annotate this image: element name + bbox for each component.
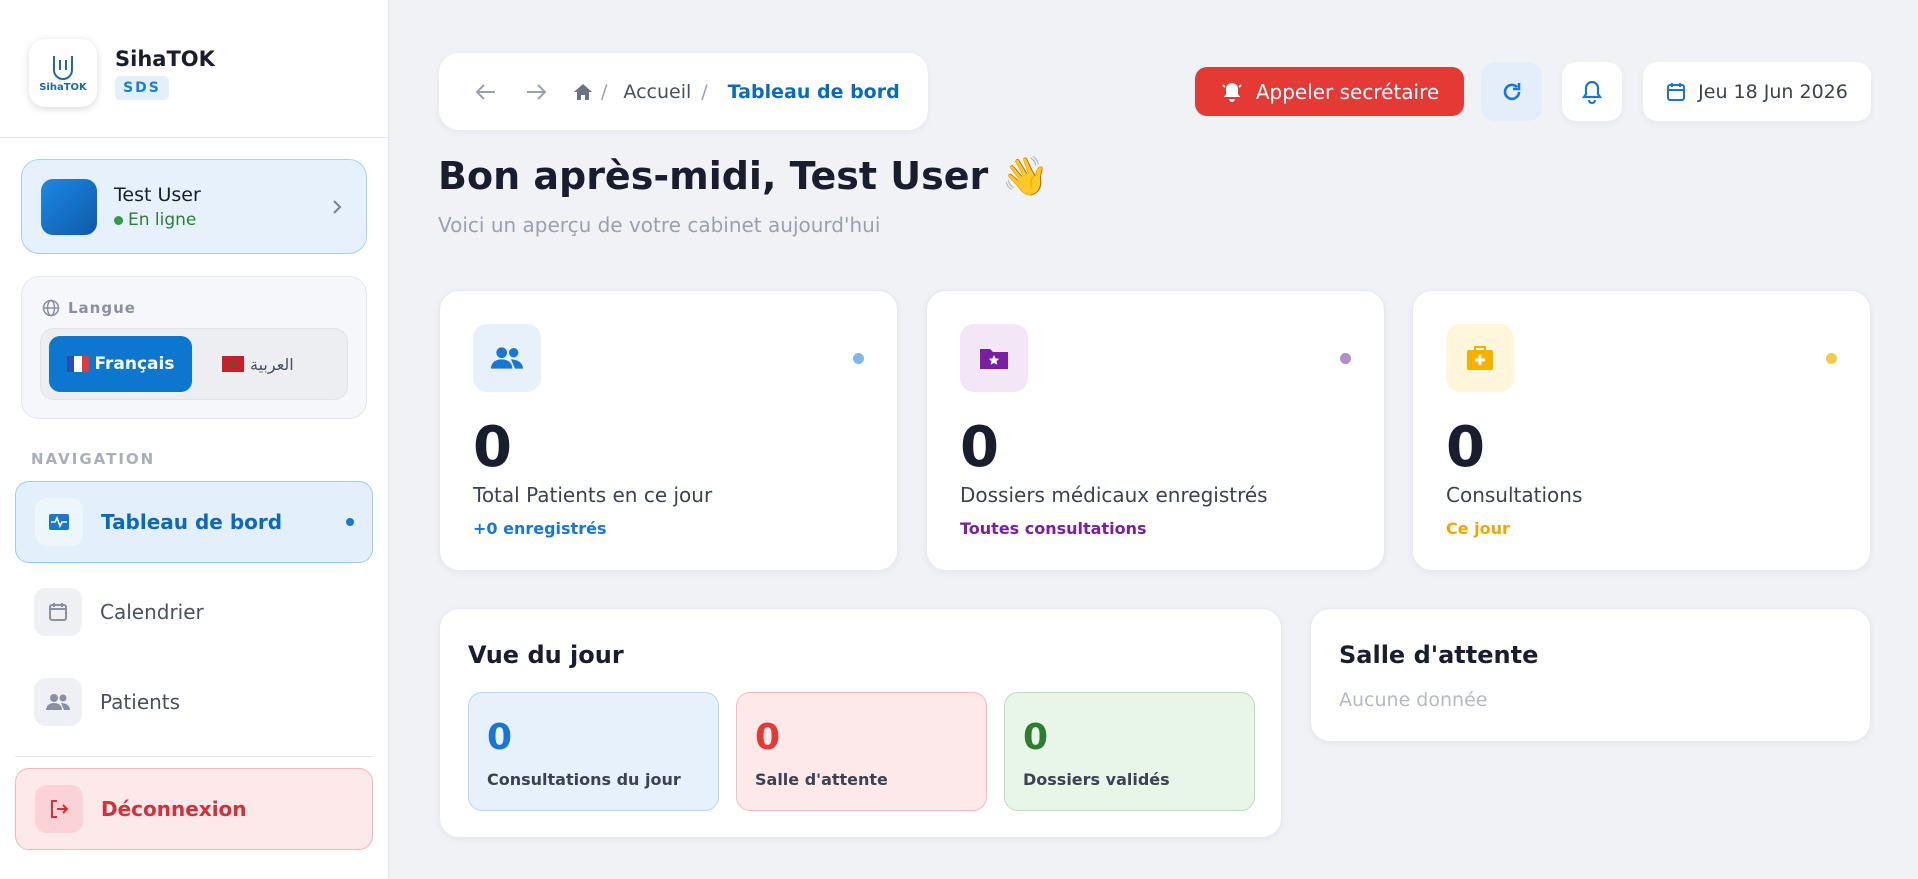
stat-label: Consultations	[1446, 483, 1583, 507]
language-fr-label: Français	[94, 354, 175, 374]
nav-label-text: Patients	[100, 690, 181, 714]
nav-item[interactable]: Patients	[15, 661, 373, 743]
page-subtitle: Voici un aperçu de votre cabinet aujourd…	[438, 213, 881, 237]
stat-value: 0	[473, 415, 512, 480]
stat-note: +0 enregistrés	[473, 519, 607, 538]
brand-name: SihaTOK	[115, 47, 215, 71]
stat-label: Dossiers médicaux enregistrés	[960, 483, 1268, 507]
nav-item[interactable]: Calendrier	[15, 571, 373, 653]
refresh-button[interactable]	[1481, 62, 1542, 121]
language-fr[interactable]: Français	[49, 336, 192, 392]
logo: SihaTOK	[29, 39, 97, 107]
stat-note: Toutes consultations	[960, 519, 1147, 538]
nav-label: NAVIGATION	[31, 450, 156, 468]
breadcrumb-current: Tableau de bord	[727, 80, 900, 103]
logout-button[interactable]: Déconnexion	[15, 768, 373, 850]
nav-label-text: Calendrier	[100, 600, 204, 624]
user-status: En ligne	[128, 210, 197, 230]
stat-value: 0	[1446, 415, 1485, 480]
call-secretary-label: Appeler secrétaire	[1255, 79, 1440, 104]
day-view-item: 0 Salle d'attente	[736, 692, 987, 811]
day-view-title: Vue du jour	[468, 641, 624, 669]
day-view-value: 0	[755, 717, 781, 758]
day-view-value: 0	[487, 717, 513, 758]
language-ar-label: العربية	[250, 354, 294, 374]
notifications-button[interactable]	[1562, 62, 1622, 121]
language-card: Langue Français العربية	[21, 276, 367, 419]
waiting-room-title: Salle d'attente	[1339, 641, 1539, 669]
waiting-room-empty: Aucune donnée	[1339, 689, 1488, 711]
day-view-card: Vue du jour 0 Consultations du jour 0 Sa…	[439, 608, 1282, 838]
language-ar[interactable]: العربية	[222, 336, 332, 392]
forward-button[interactable]	[525, 83, 547, 101]
stat-card: 0 Total Patients en ce jour +0 enregistr…	[439, 290, 898, 571]
day-view-value: 0	[1023, 717, 1049, 758]
nav-item[interactable]: Tableau de bord	[15, 481, 373, 563]
date-text: Jeu 18 Jun 2026	[1698, 80, 1848, 103]
breadcrumb-item[interactable]: Accueil	[623, 80, 692, 103]
stat-note: Ce jour	[1446, 519, 1510, 538]
stat-card: 0 Consultations Ce jour	[1412, 290, 1871, 571]
back-button[interactable]	[475, 83, 497, 101]
stat-value: 0	[960, 415, 999, 480]
day-view-label: Dossiers validés	[1023, 770, 1170, 789]
page-title: Bon après-midi, Test User 👋	[438, 154, 1049, 198]
brand-badge: SDS	[115, 76, 169, 100]
breadcrumb: / Accueil / Tableau de bord	[439, 53, 928, 130]
sidebar: SihaTOK SihaTOK SDS Test User En ligne L…	[0, 0, 389, 879]
day-view-item: 0 Dossiers validés	[1004, 692, 1255, 811]
call-secretary-button[interactable]: Appeler secrétaire	[1195, 67, 1464, 116]
user-name: Test User	[114, 184, 201, 206]
stat-card: 0 Dossiers médicaux enregistrés Toutes c…	[926, 290, 1385, 571]
nav-label-text: Tableau de bord	[101, 510, 283, 534]
language-label: Langue	[68, 299, 136, 317]
day-view-label: Salle d'attente	[755, 770, 888, 789]
logout-label: Déconnexion	[101, 797, 247, 821]
user-card[interactable]: Test User En ligne	[21, 159, 367, 254]
date-display: Jeu 18 Jun 2026	[1643, 62, 1871, 121]
day-view-label: Consultations du jour	[487, 770, 681, 789]
logo-text: SihaTOK	[39, 81, 87, 93]
waiting-room-card: Salle d'attente Aucune donnée	[1310, 608, 1871, 742]
day-view-item: 0 Consultations du jour	[468, 692, 719, 811]
stat-label: Total Patients en ce jour	[473, 483, 713, 507]
